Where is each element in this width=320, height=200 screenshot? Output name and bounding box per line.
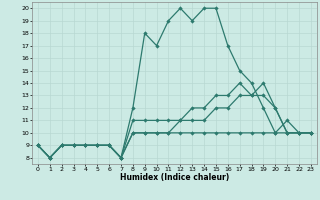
- X-axis label: Humidex (Indice chaleur): Humidex (Indice chaleur): [120, 173, 229, 182]
